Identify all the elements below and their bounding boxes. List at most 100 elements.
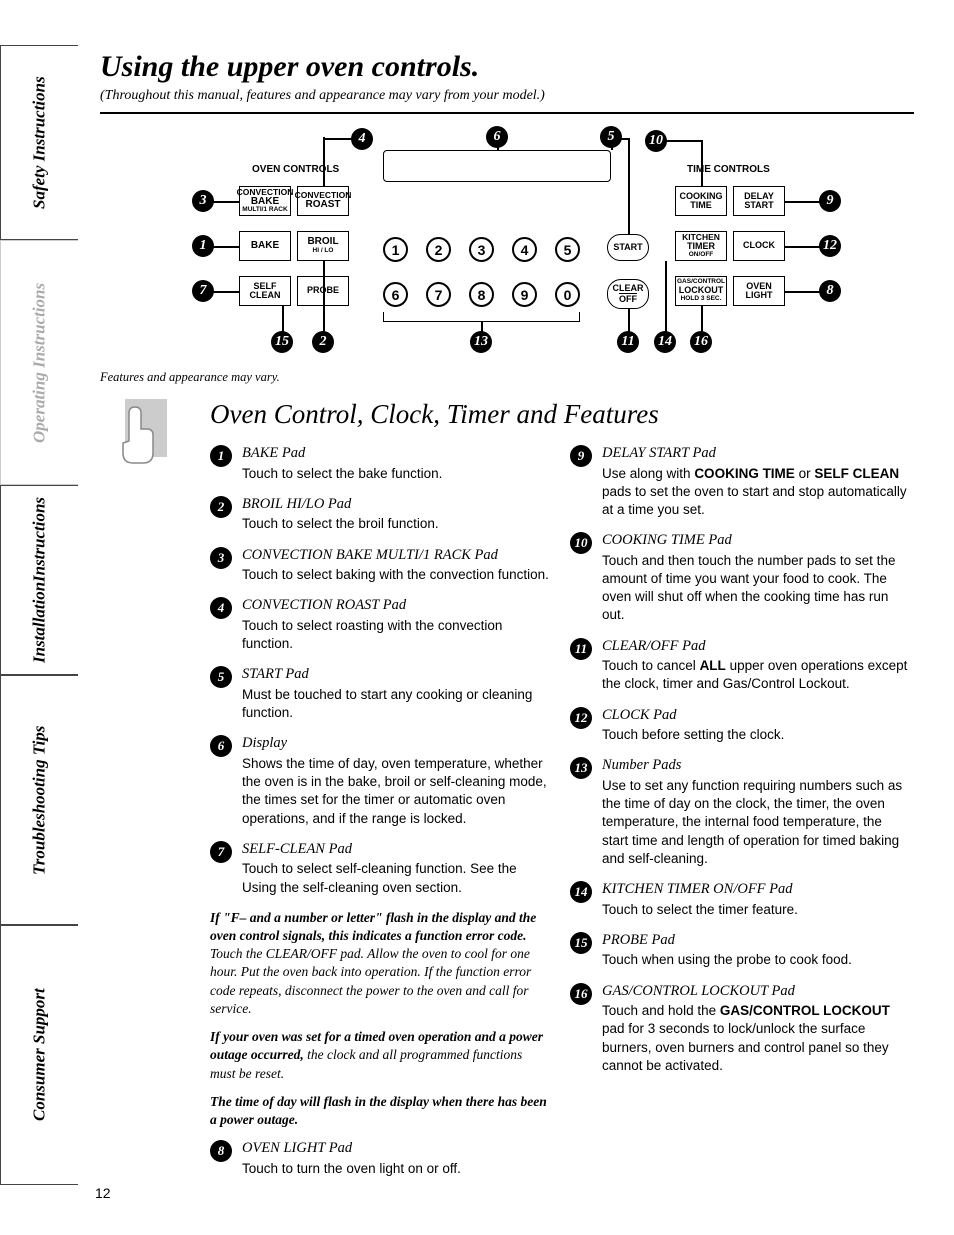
item-heading: CONVECTION BAKE MULTI/1 RACK Pad xyxy=(242,546,549,566)
item-text: Touch to select self-cleaning function. … xyxy=(242,861,517,894)
item-text: Touch and then touch the number pads to … xyxy=(602,553,895,623)
callout-5: 5 xyxy=(600,126,622,148)
callout-2: 2 xyxy=(312,331,334,353)
callout-13: 13 xyxy=(470,331,492,353)
item-number: 11 xyxy=(570,638,592,660)
feature-item-4: 4CONVECTION ROAST PadTouch to select roa… xyxy=(210,596,550,653)
btn-cooking-time: COOKING TIME xyxy=(675,186,727,216)
feature-item-14: 14 KITCHEN TIMER ON/OFF Pad Touch to selec… xyxy=(570,880,910,919)
item-text: Touch to cancel ALL upper oven operation… xyxy=(602,658,907,691)
btn-kitchen-timer: KITCHEN TIMER ON/OFF xyxy=(675,231,727,261)
item-text: Must be touched to start any cooking or … xyxy=(242,687,532,720)
section-title: Oven Control, Clock, Timer and Features xyxy=(210,399,914,430)
btn-lockout: GAS/CONTROL LOCKOUT HOLD 3 SEC. xyxy=(675,276,727,306)
item-number: 5 xyxy=(210,666,232,688)
feature-item-6: 6 DisplayShows the time of day, oven temp… xyxy=(210,734,550,827)
callout-8: 8 xyxy=(819,280,841,302)
btn-start: START xyxy=(607,234,649,261)
item-number: 10 xyxy=(570,532,592,554)
item-text: Shows the time of day, oven temperature,… xyxy=(242,756,547,826)
tab-operating[interactable]: Operating Instructions xyxy=(0,240,78,485)
callout-4: 4 xyxy=(351,128,373,150)
btn-delay-start: DELAY START xyxy=(733,186,785,216)
item-text: Use along with COOKING TIME or SELF CLEA… xyxy=(602,466,907,517)
tab-consumer-support[interactable]: Consumer Support xyxy=(0,925,78,1185)
item-number: 9 xyxy=(570,445,592,467)
hand-pointer-icon xyxy=(100,391,180,471)
item-heading: KITCHEN TIMER ON/OFF Pad xyxy=(602,880,798,900)
item-heading: CONVECTION ROAST Pad xyxy=(242,596,550,616)
feature-item-10: 10COOKING TIME PadTouch and then touch t… xyxy=(570,531,910,624)
oven-display xyxy=(383,150,611,182)
right-column: 9DELAY START PadUse along with COOKING T… xyxy=(570,444,910,1190)
btn-conv-bake: CONVECTION BAKE MULTI/1 RACK xyxy=(239,186,291,216)
tab-safety[interactable]: Safety Instructions xyxy=(0,45,78,240)
item-number: 8 xyxy=(210,1140,232,1162)
tab-troubleshooting[interactable]: Troubleshooting Tips xyxy=(0,675,78,925)
item-text: Touch before setting the clock. xyxy=(602,727,784,742)
feature-item-8: 8OVEN LIGHT PadTouch to turn the oven li… xyxy=(210,1139,550,1178)
item-number: 14 xyxy=(570,881,592,903)
item-text: Touch to select the bake function. xyxy=(242,466,442,481)
feature-item-1: 1 BAKE Pad Touch to select the bake functi… xyxy=(210,444,550,483)
item-text: Touch when using the probe to cook food. xyxy=(602,952,852,967)
sidebar-tabs: Safety Instructions Operating Instructio… xyxy=(0,45,78,1185)
tab-install-l2: Instructions xyxy=(30,497,50,582)
page-number: 12 xyxy=(95,1185,111,1201)
hdr-oven-controls: OVEN CONTROLS xyxy=(252,164,339,175)
item-number: 7 xyxy=(210,841,232,863)
item-heading: START Pad xyxy=(242,665,550,685)
item-number: 1 xyxy=(210,445,232,467)
item-number: 2 xyxy=(210,496,232,518)
item-text: Touch and hold the GAS/CONTROL LOCKOUT p… xyxy=(602,1003,890,1073)
page-subtitle: (Throughout this manual, features and ap… xyxy=(100,88,914,104)
item-text: Touch to select baking with the convecti… xyxy=(242,567,549,582)
callout-3: 3 xyxy=(192,190,214,212)
feature-item-9: 9DELAY START PadUse along with COOKING T… xyxy=(570,444,910,519)
item-text: Touch to select roasting with the convec… xyxy=(242,618,502,651)
item-heading: CLOCK Pad xyxy=(602,706,784,726)
diagram-caption: Features and appearance may vary. xyxy=(100,370,914,385)
feature-item-12: 12 CLOCK PadTouch before setting the cloc… xyxy=(570,706,910,745)
item-heading: Display xyxy=(242,734,550,754)
item-text: Touch to turn the oven light on or off. xyxy=(242,1161,461,1176)
callout-1: 1 xyxy=(192,235,214,257)
callout-12: 12 xyxy=(819,235,841,257)
control-panel-diagram: OVEN CONTROLS TIME CONTROLS CONVECTION B… xyxy=(117,134,897,364)
item-number: 13 xyxy=(570,757,592,779)
btn-oven-light: OVEN LIGHT xyxy=(733,276,785,306)
callout-9: 9 xyxy=(819,190,841,212)
callout-15: 15 xyxy=(271,331,293,353)
left-column: 1 BAKE Pad Touch to select the bake functi… xyxy=(210,444,550,1190)
rule xyxy=(100,112,914,114)
item-text: Touch to select the broil function. xyxy=(242,516,439,531)
item-heading: CLEAR/OFF Pad xyxy=(602,637,910,657)
item-heading: SELF-CLEAN Pad xyxy=(242,840,550,860)
btn-clear-off: CLEAR OFF xyxy=(607,279,649,309)
tab-install-l1: Installation xyxy=(30,582,50,663)
feature-item-2: 2BROIL HI/LO PadTouch to select the broi… xyxy=(210,495,550,534)
item-number: 15 xyxy=(570,932,592,954)
callout-10: 10 xyxy=(645,130,667,152)
feature-item-16: 16GAS/CONTROL LOCKOUT PadTouch and hold … xyxy=(570,982,910,1075)
btn-clock: CLOCK xyxy=(733,231,785,261)
note-text: If your oven was set for a timed oven op… xyxy=(210,1028,550,1083)
item-number: 6 xyxy=(210,735,232,757)
btn-self-clean: SELF CLEAN xyxy=(239,276,291,306)
item-text: Use to set any function requiring number… xyxy=(602,778,902,866)
feature-item-13: 13Number PadsUse to set any function req… xyxy=(570,756,910,868)
callout-7: 7 xyxy=(192,280,214,302)
callout-14: 14 xyxy=(654,331,676,353)
feature-item-7: 7 SELF-CLEAN PadTouch to select self-clea… xyxy=(210,840,550,897)
item-text: Touch to select the timer feature. xyxy=(602,902,798,917)
feature-item-3: 3CONVECTION BAKE MULTI/1 RACK PadTouch t… xyxy=(210,546,550,585)
item-heading: GAS/CONTROL LOCKOUT Pad xyxy=(602,982,910,1002)
item-heading: BAKE Pad xyxy=(242,444,442,464)
hdr-time-controls: TIME CONTROLS xyxy=(687,164,770,175)
feature-item-5: 5 START PadMust be touched to start any c… xyxy=(210,665,550,722)
item-number: 12 xyxy=(570,707,592,729)
feature-item-15: 15PROBE PadTouch when using the probe to… xyxy=(570,931,910,970)
tab-installation[interactable]: Installation Instructions xyxy=(0,485,78,675)
feature-item-11: 11 CLEAR/OFF PadTouch to cancel ALL upper… xyxy=(570,637,910,694)
btn-conv-roast: CONVECTION ROAST xyxy=(297,186,349,216)
